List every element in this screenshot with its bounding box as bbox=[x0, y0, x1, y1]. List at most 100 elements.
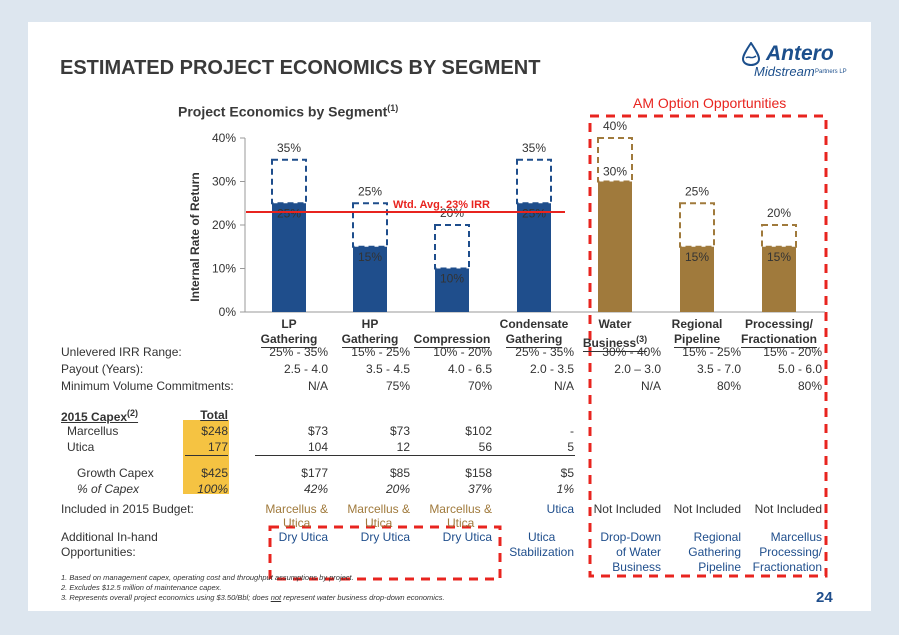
bar-high-label: 40% bbox=[603, 119, 627, 133]
chart-title-text: Project Economics by Segment bbox=[178, 103, 388, 120]
payout-value: 4.0 - 6.5 bbox=[447, 362, 492, 376]
pct-capex-value: 1% bbox=[556, 482, 574, 496]
pct-capex-label: % of Capex bbox=[77, 482, 140, 496]
marcellus-value: $102 bbox=[465, 424, 492, 438]
additional-value-line: Dry Utica bbox=[278, 530, 328, 544]
bar-low bbox=[517, 203, 551, 312]
irr-range-value: 25% - 35% bbox=[269, 345, 328, 359]
additional-value-line: Dry Utica bbox=[360, 530, 410, 544]
category-label-line: Fractionation bbox=[740, 332, 817, 348]
y-tick-label: 20% bbox=[212, 218, 236, 232]
additional-value: Dry Utica bbox=[361, 530, 410, 545]
budget-label: Included in 2015 Budget: bbox=[61, 502, 194, 516]
irr-range-value: 25% - 35% bbox=[515, 345, 574, 359]
category-label-line: Compression bbox=[413, 332, 491, 348]
bar-low bbox=[272, 203, 306, 312]
bar-low-label: 15% bbox=[685, 250, 709, 264]
bar-low-label: 15% bbox=[358, 250, 382, 264]
budget-value-line: Utica bbox=[446, 516, 475, 530]
additional-value: Dry Utica bbox=[443, 530, 492, 545]
budget-value: Marcellus & Utica bbox=[347, 502, 410, 530]
y-tick-label: 40% bbox=[212, 131, 236, 145]
bar-low bbox=[353, 246, 387, 312]
y-tick-label: 30% bbox=[212, 175, 236, 189]
category-label-line: Condensate bbox=[499, 317, 569, 331]
bar-low-label: 30% bbox=[603, 165, 627, 179]
marcellus-value: $73 bbox=[389, 424, 410, 438]
growth-capex-total: $425 bbox=[201, 466, 228, 480]
pct-capex-total: 100% bbox=[197, 482, 228, 496]
mvc-value: 80% bbox=[716, 379, 741, 393]
am-option-dashed-frame bbox=[588, 114, 828, 578]
additional-value-line: Drop-Down bbox=[600, 530, 661, 544]
budget-value: Not Included bbox=[755, 502, 822, 516]
marcellus-total: $248 bbox=[201, 424, 228, 438]
budget-value: Not Included bbox=[594, 502, 661, 516]
pct-capex-value: 20% bbox=[385, 482, 410, 496]
logo-antero-text: Antero bbox=[766, 42, 834, 65]
footnote: 1. Based on management capex, operating … bbox=[61, 573, 354, 582]
growth-capex-label: Growth Capex bbox=[77, 466, 154, 480]
utica-value: 12 bbox=[396, 440, 410, 454]
additional-value-line: Regional bbox=[693, 530, 741, 544]
budget-value: Utica bbox=[547, 502, 574, 516]
category-label: Regional Pipeline bbox=[647, 317, 747, 348]
additional-label: Additional In-hand bbox=[61, 530, 158, 544]
bar-high-label: 20% bbox=[440, 206, 464, 220]
bar-high-label: 20% bbox=[767, 206, 791, 220]
pct-capex-value: 42% bbox=[303, 482, 328, 496]
irr-range-value: 15% - 25% bbox=[682, 345, 741, 359]
bar-low-label: 25% bbox=[277, 206, 301, 220]
bar-high-label: 35% bbox=[522, 141, 546, 155]
mvc-value: 75% bbox=[385, 379, 410, 393]
additional-label: Opportunities: bbox=[61, 545, 136, 559]
bar-high-label: 25% bbox=[358, 184, 382, 198]
additional-value-line: Marcellus bbox=[770, 530, 822, 544]
marcellus-value: $73 bbox=[307, 424, 328, 438]
logo-partners-text: Partners LP bbox=[815, 69, 847, 75]
category-label: Processing/Fractionation bbox=[729, 317, 829, 348]
growth-capex-value: $177 bbox=[301, 466, 328, 480]
category-label-line: Gathering bbox=[260, 332, 318, 348]
budget-value-line: Marcellus & bbox=[347, 502, 410, 516]
payout-value: 2.0 – 3.0 bbox=[614, 362, 661, 376]
mvc-value: N/A bbox=[553, 379, 574, 393]
payout-value: 3.5 - 7.0 bbox=[696, 362, 741, 376]
category-label-line: Business(3) bbox=[582, 334, 648, 352]
bar-low bbox=[598, 181, 632, 312]
additional-value: Regional Gathering Pipeline bbox=[688, 530, 741, 575]
category-label: Compression bbox=[402, 317, 502, 348]
utica-label: Utica bbox=[67, 440, 95, 454]
budget-value: Marcellus & Utica bbox=[265, 502, 328, 530]
mvc-value: N/A bbox=[307, 379, 328, 393]
payout-value: 3.5 - 4.5 bbox=[365, 362, 410, 376]
bar-high-label: 25% bbox=[685, 184, 709, 198]
category-label-line: Regional bbox=[671, 317, 723, 331]
bar-high-range bbox=[352, 202, 388, 248]
budget-value-line: Not Included bbox=[673, 502, 741, 516]
pct-capex-value: 37% bbox=[467, 482, 492, 496]
bar-high-range bbox=[761, 224, 797, 248]
category-label: LP Gathering bbox=[239, 317, 339, 348]
bar-high-range bbox=[516, 158, 552, 205]
logo-midstream-text: Midstream bbox=[754, 64, 815, 79]
utica-value: 56 bbox=[478, 440, 492, 454]
growth-capex-value: $85 bbox=[389, 466, 410, 480]
budget-value: Not Included bbox=[674, 502, 741, 516]
category-label-line: Gathering bbox=[341, 332, 399, 348]
additional-value-line: Dry Utica bbox=[442, 530, 492, 544]
footnote-marker: (2) bbox=[127, 408, 139, 418]
additional-value: Dry Utica bbox=[279, 530, 328, 545]
chart-title-footnote: (1) bbox=[387, 103, 399, 113]
irr-range-value: 15% - 20% bbox=[763, 345, 822, 359]
footnote: 2. Excludes $12.5 million of maintenance… bbox=[61, 583, 222, 592]
category-label-line: HP bbox=[361, 317, 379, 331]
category-label-line: LP bbox=[281, 317, 297, 331]
bar-high-range bbox=[597, 137, 633, 183]
y-tick-label: 0% bbox=[219, 305, 237, 319]
irr-range-label: Unlevered IRR Range: bbox=[61, 345, 182, 359]
budget-value-line: Marcellus & bbox=[429, 502, 492, 516]
utica-total: 177 bbox=[207, 440, 228, 454]
additional-value-line: Processing/ bbox=[759, 545, 822, 559]
subtotal-rule bbox=[255, 455, 575, 456]
